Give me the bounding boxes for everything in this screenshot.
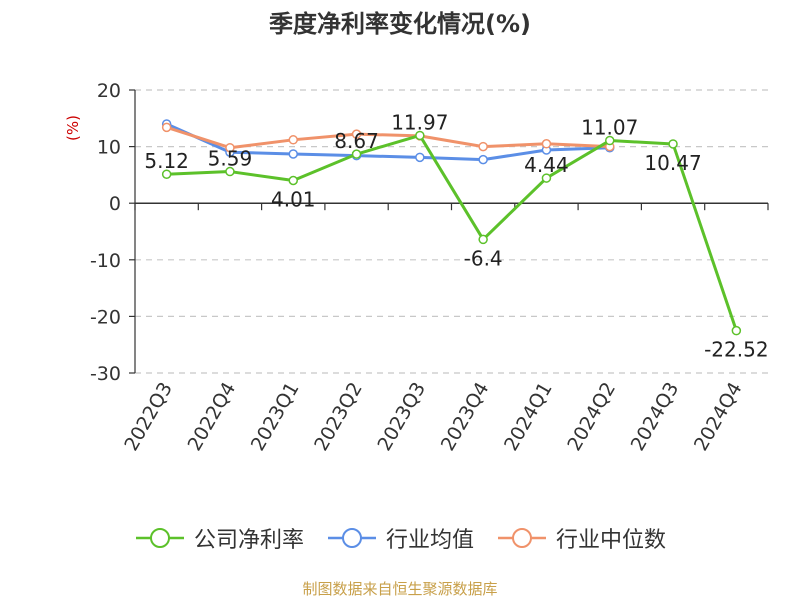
x-tick-label: 2024Q4: [690, 379, 747, 455]
series-line: [166, 122, 610, 162]
y-tick-label: -20: [90, 306, 121, 328]
x-tick-label: 2023Q4: [437, 379, 494, 455]
data-point: [478, 154, 488, 165]
data-point: [415, 130, 425, 141]
legend-swatch-icon: [327, 528, 376, 548]
y-tick-label: -10: [90, 250, 121, 272]
data-point: [225, 142, 235, 153]
data-point: [288, 135, 298, 145]
data-point: [478, 234, 488, 245]
x-tick-label: 2023Q3: [373, 379, 430, 455]
data-label: -6.4: [464, 246, 503, 270]
data-point: [161, 169, 172, 179]
data-label: 5.59: [208, 147, 253, 171]
legend-item[interactable]: 行业均值: [326, 522, 474, 554]
legend-label: 行业均值: [385, 528, 474, 553]
x-tick-label: 2024Q1: [500, 379, 557, 455]
data-label: 5.12: [144, 149, 189, 173]
x-tick-label: 2023Q2: [310, 379, 367, 455]
series-layer: [161, 119, 742, 336]
data-point: [415, 152, 425, 163]
data-point: [668, 139, 678, 149]
legend-swatch-icon: [498, 528, 546, 548]
data-label: 4.44: [524, 153, 569, 177]
data-point: [605, 135, 615, 146]
legend-item[interactable]: 行业中位数: [496, 522, 666, 554]
data-label: 8.67: [334, 129, 379, 153]
legend-item[interactable]: 公司净利率: [134, 522, 304, 554]
y-tick-label: 0: [109, 193, 121, 215]
series-line: [166, 125, 610, 150]
data-point: [161, 122, 172, 133]
data-label: -22.52: [704, 338, 768, 362]
data-point: [731, 325, 742, 336]
x-tick-label: 2024Q3: [627, 379, 684, 455]
data-point: [288, 175, 298, 186]
data-point: [351, 129, 362, 139]
data-label: 10.47: [644, 151, 701, 175]
legend-swatch-icon: [135, 528, 184, 548]
grid-layer: [135, 89, 768, 374]
data-label: 4.01: [271, 188, 316, 212]
data-label: 11.07: [581, 116, 638, 140]
y-tick-label: 20: [97, 80, 121, 102]
data-label: 11.97: [391, 110, 448, 134]
x-tick-label: 2024Q2: [563, 379, 620, 455]
data-point: [478, 141, 488, 152]
data-point: [541, 173, 552, 183]
legend-label: 行业中位数: [556, 528, 667, 553]
legend-label: 公司净利率: [193, 528, 304, 553]
legend: 公司净利率 行业均值 行业中位数: [0, 520, 800, 556]
y-tick-label: 10: [97, 137, 121, 159]
y-axis-label: (%): [64, 115, 82, 141]
x-tick-label: 2023Q1: [247, 379, 304, 455]
x-tick-label: 2022Q3: [120, 379, 177, 455]
source-note: 制图数据来自恒生聚源数据库: [302, 580, 498, 598]
x-tick-label: 2022Q4: [184, 379, 241, 455]
data-point: [225, 166, 235, 177]
y-tick-label: -30: [90, 363, 121, 385]
data-point: [288, 149, 298, 159]
chart-title: 季度净利率变化情况(%): [269, 10, 531, 38]
data-point: [351, 149, 362, 159]
data-point: [541, 139, 552, 149]
series-line: [166, 133, 738, 332]
